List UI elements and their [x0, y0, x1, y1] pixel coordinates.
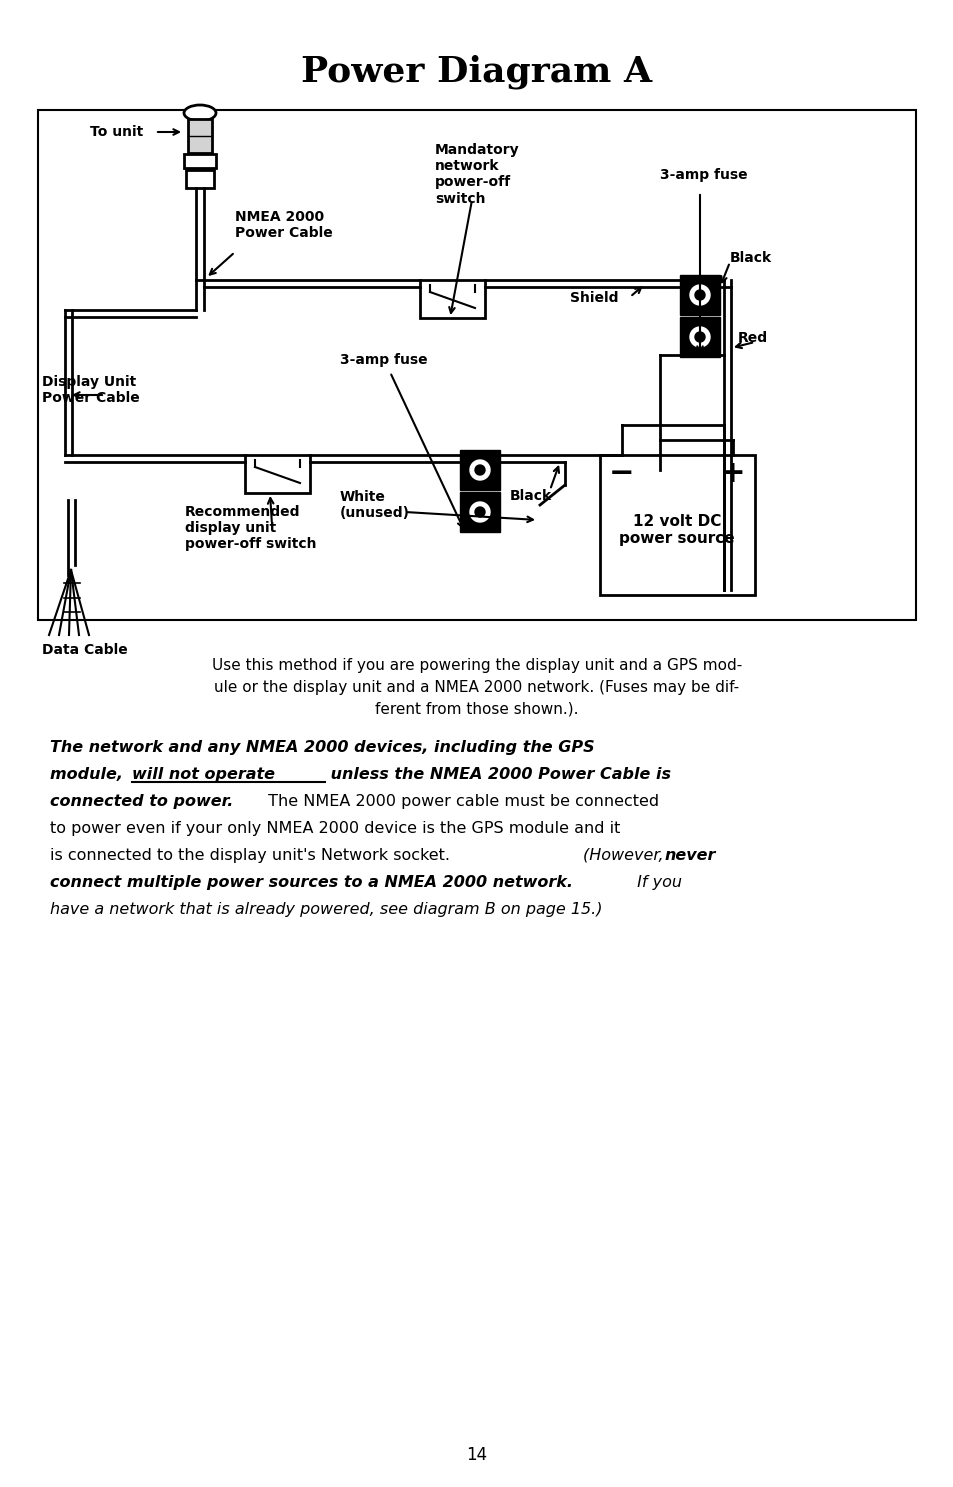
Text: Power Diagram A: Power Diagram A: [301, 55, 652, 89]
Text: White
(unused): White (unused): [339, 489, 410, 520]
Circle shape: [695, 332, 704, 342]
Text: Use this method if you are powering the display unit and a GPS mod-: Use this method if you are powering the …: [212, 659, 741, 674]
Text: ule or the display unit and a NMEA 2000 network. (Fuses may be dif-: ule or the display unit and a NMEA 2000 …: [214, 680, 739, 694]
Bar: [599, 455, 754, 595]
Bar: [679, 275, 720, 315]
Text: (However,: (However,: [582, 848, 668, 862]
Text: 14: 14: [466, 1445, 487, 1465]
Text: is connected to the display unit's Network socket.: is connected to the display unit's Netwo…: [50, 848, 455, 862]
Text: Red: Red: [738, 332, 767, 345]
Circle shape: [475, 465, 484, 474]
Text: Display Unit
Power Cable: Display Unit Power Cable: [42, 375, 139, 404]
Text: 3-amp fuse: 3-amp fuse: [659, 168, 747, 181]
Text: To unit: To unit: [90, 125, 143, 138]
Text: module,: module,: [50, 767, 129, 782]
Text: −: −: [609, 458, 634, 488]
Text: The network and any NMEA 2000 devices, including the GPS: The network and any NMEA 2000 devices, i…: [50, 741, 594, 755]
Bar: [245, 455, 310, 494]
Bar: [679, 317, 720, 357]
Text: Shield: Shield: [569, 291, 618, 305]
Circle shape: [475, 507, 484, 517]
Text: will not operate: will not operate: [132, 767, 274, 782]
Bar: [186, 170, 213, 187]
Bar: [38, 110, 915, 620]
Text: connected to power.: connected to power.: [50, 794, 233, 809]
Circle shape: [470, 503, 490, 522]
Text: Data Cable: Data Cable: [42, 642, 128, 657]
Text: The NMEA 2000 power cable must be connected: The NMEA 2000 power cable must be connec…: [263, 794, 659, 809]
Text: Black: Black: [729, 251, 771, 265]
Text: NMEA 2000
Power Cable: NMEA 2000 Power Cable: [234, 210, 333, 239]
Bar: [188, 119, 212, 153]
Text: If you: If you: [631, 874, 681, 891]
Bar: [184, 155, 215, 168]
Text: Mandatory
network
power-off
switch: Mandatory network power-off switch: [435, 143, 519, 205]
Text: never: never: [664, 848, 716, 862]
Circle shape: [689, 286, 709, 305]
Text: have a network that is already powered, see diagram B on page 15.): have a network that is already powered, …: [50, 903, 602, 917]
Text: connect multiple power sources to a NMEA 2000 network.: connect multiple power sources to a NMEA…: [50, 874, 573, 891]
Bar: [459, 492, 499, 532]
Circle shape: [689, 327, 709, 346]
Text: Recommended
display unit
power-off switch: Recommended display unit power-off switc…: [185, 506, 316, 552]
Text: unless the NMEA 2000 Power Cable is: unless the NMEA 2000 Power Cable is: [325, 767, 670, 782]
Ellipse shape: [184, 106, 215, 120]
Circle shape: [695, 290, 704, 300]
Text: 12 volt DC
power source: 12 volt DC power source: [618, 515, 734, 546]
Bar: [459, 451, 499, 491]
Text: 3-amp fuse: 3-amp fuse: [339, 352, 427, 367]
Text: Black: Black: [510, 489, 552, 503]
Circle shape: [470, 459, 490, 480]
Text: +: +: [720, 458, 745, 488]
Bar: [419, 280, 484, 318]
Text: ferent from those shown.).: ferent from those shown.).: [375, 702, 578, 717]
Text: to power even if your only NMEA 2000 device is the GPS module and it: to power even if your only NMEA 2000 dev…: [50, 821, 619, 836]
